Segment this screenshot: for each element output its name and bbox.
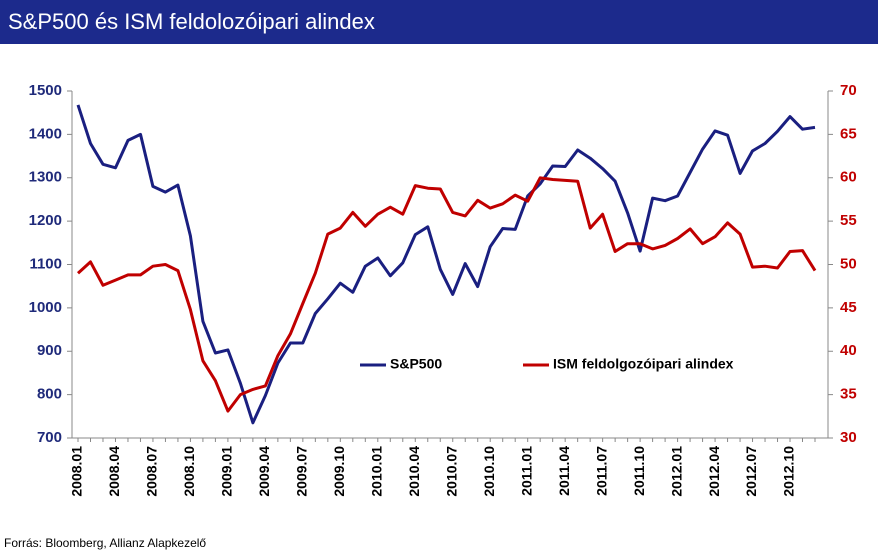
x-tick-label: 2012.04 (706, 446, 722, 497)
title-bar (0, 0, 878, 44)
x-tick-label: 2011.04 (556, 446, 572, 496)
x-tick-label: 2011.07 (593, 446, 609, 496)
x-tick-label: 2010.07 (443, 446, 459, 497)
y2-tick-label: 30 (840, 429, 857, 446)
x-tick-label: 2012.01 (668, 446, 684, 497)
x-tick-label: 2012.07 (743, 446, 759, 497)
y2-tick-label: 70 (840, 82, 857, 99)
y-tick-label: 1300 (29, 169, 62, 186)
y-tick-label: 1000 (29, 299, 62, 316)
x-tick-label: 2009.04 (256, 446, 272, 497)
x-tick-label: 2008.10 (181, 446, 197, 497)
x-tick-label: 2009.10 (331, 446, 347, 497)
y2-tick-label: 40 (840, 342, 857, 359)
y-tick-label: 1400 (29, 125, 62, 142)
legend-label: ISM feldolgozóipari alindex (553, 356, 734, 372)
x-tick-label: 2012.10 (781, 446, 797, 497)
series-line (76, 104, 816, 425)
y-tick-label: 1500 (29, 82, 62, 99)
y-tick-label: 800 (37, 386, 62, 403)
y2-tick-label: 65 (840, 125, 857, 142)
x-tick-label: 2008.01 (69, 446, 85, 497)
x-tick-label: 2011.01 (518, 446, 534, 496)
x-tick-label: 2010.10 (481, 446, 497, 497)
x-tick-label: 2008.07 (144, 446, 160, 497)
x-tick-label: 2009.01 (219, 446, 235, 497)
y2-tick-label: 35 (840, 386, 857, 403)
y2-tick-label: 50 (840, 255, 857, 272)
y2-tick-label: 55 (840, 212, 857, 229)
x-tick-label: 2008.04 (106, 446, 122, 497)
x-tick-label: 2010.04 (406, 446, 422, 497)
x-tick-label: 2011.10 (631, 446, 647, 496)
y-tick-label: 1100 (29, 255, 62, 272)
legend-label: S&P500 (390, 356, 442, 372)
y-tick-label: 700 (37, 429, 62, 446)
x-tick-label: 2010.01 (368, 446, 384, 497)
x-tick-label: 2009.07 (294, 446, 310, 497)
y2-tick-label: 60 (840, 169, 857, 186)
y2-tick-label: 45 (840, 299, 857, 316)
y-tick-label: 1200 (29, 212, 62, 229)
chart-title: S&P500 és ISM feldolozóipari alindex (8, 9, 375, 34)
source: Forrás: Bloomberg, Allianz Alapkezelő (4, 536, 206, 550)
series-line (76, 176, 817, 413)
y-tick-label: 900 (37, 342, 62, 359)
